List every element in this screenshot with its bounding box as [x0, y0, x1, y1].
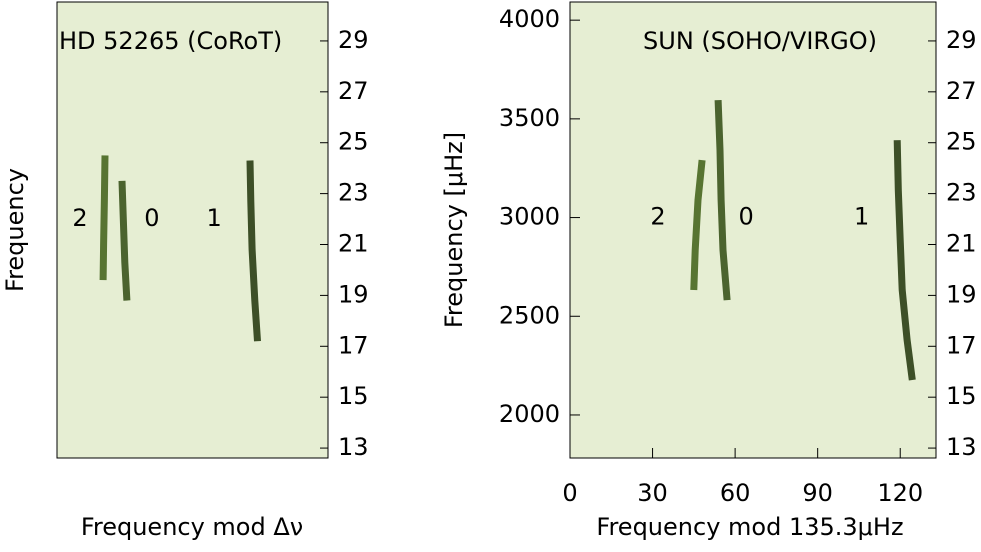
y-tick-label: 3000 [499, 203, 560, 231]
x-tick-label: 60 [720, 479, 751, 507]
x-axis-label: Frequency mod 135.3μHz [596, 513, 903, 541]
y2-tick-label: 19 [946, 280, 977, 308]
y-tick-label: 3500 [499, 104, 560, 132]
y2-tick-label: 21 [338, 230, 369, 258]
plot-background [570, 2, 936, 458]
ridge [893, 140, 916, 381]
y2-tick-label: 23 [338, 179, 369, 207]
ridge [246, 160, 261, 342]
y-tick-label: 2000 [499, 400, 560, 428]
x-tick-label: 30 [637, 479, 668, 507]
panel-title: SUN (SOHO/VIRGO) [643, 27, 877, 55]
mode-label: 1 [207, 204, 222, 232]
plot-background [57, 2, 328, 458]
y2-tick-label: 15 [946, 382, 977, 410]
mode-label: 1 [854, 203, 869, 231]
mode-label: 0 [144, 204, 159, 232]
plot-frame [569, 1, 937, 459]
x-axis-label: Frequency mod Δν [81, 513, 303, 541]
y2-tick-label: 23 [946, 179, 977, 207]
y2-tick-label: 29 [338, 26, 369, 54]
y2-tick-label: 25 [946, 128, 977, 156]
y2-tick-label: 13 [338, 433, 369, 461]
mode-label: 2 [650, 203, 665, 231]
y-tick-label: 2500 [499, 301, 560, 329]
panel-title: HD 52265 (CoRoT) [59, 27, 282, 55]
y2-tick-label: 19 [338, 280, 369, 308]
x-tick-label: 90 [802, 479, 833, 507]
y-axis-label: Frequency [1, 168, 29, 292]
ridge [118, 180, 131, 301]
y-axis-label: Frequency [μHz] [440, 132, 468, 328]
y2-tick-label: 27 [338, 77, 369, 105]
y2-tick-label: 13 [946, 433, 977, 461]
plot-frame [56, 1, 329, 459]
mode-label: 0 [738, 203, 753, 231]
ridge [690, 159, 706, 291]
x-tick-label: 120 [877, 479, 923, 507]
y2-tick-label: 15 [338, 382, 369, 410]
x-tick-label: 0 [562, 479, 577, 507]
y2-tick-label: 17 [338, 331, 369, 359]
y-tick-label: 4000 [499, 5, 560, 33]
y2-tick-label: 25 [338, 128, 369, 156]
y2-tick-label: 17 [946, 331, 977, 359]
y2-tick-label: 29 [946, 26, 977, 54]
y2-tick-label: 27 [946, 77, 977, 105]
y2-tick-label: 21 [946, 230, 977, 258]
ridge [99, 155, 109, 281]
ridge [714, 99, 731, 301]
mode-label: 2 [72, 204, 87, 232]
